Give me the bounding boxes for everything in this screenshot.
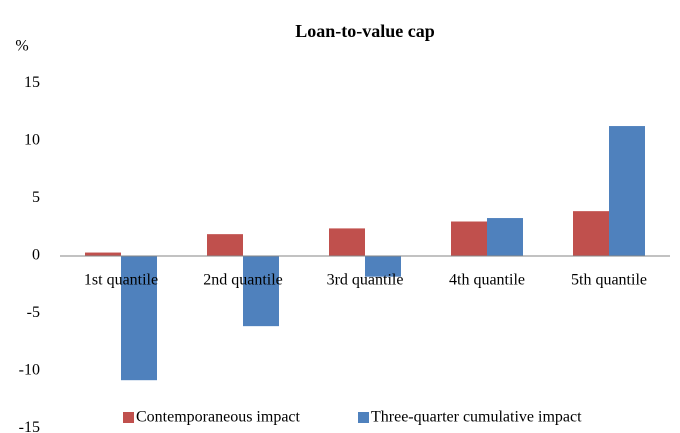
bar [329,228,365,256]
chart-title: Loan-to-value cap [295,21,435,41]
legend-label: Three-quarter cumulative impact [371,409,582,426]
bar [451,221,487,256]
legend-label: Contemporaneous impact [136,409,301,426]
bar [85,252,121,256]
y-tick-label: -10 [19,362,40,379]
legend-swatch [358,412,369,423]
y-tick-label: 5 [32,189,40,206]
x-tick-label: 2nd quantile [203,272,283,289]
bar [609,126,645,256]
x-tick-label: 4th quantile [449,272,525,289]
bar [243,256,279,327]
y-tick-label: -15 [19,419,40,433]
bar [121,256,157,381]
bar [207,234,243,256]
y-tick-label: -5 [27,304,40,321]
legend-swatch [123,412,134,423]
x-tick-label: 3rd quantile [327,272,404,289]
bar [487,218,523,256]
bar [365,256,401,277]
x-tick-label: 5th quantile [571,272,647,289]
bar [573,211,609,256]
y-axis-label: % [15,38,28,55]
y-tick-label: 15 [24,74,40,91]
y-tick-label: 0 [32,247,40,264]
y-tick-label: 10 [24,132,40,149]
x-tick-label: 1st quantile [84,272,158,289]
